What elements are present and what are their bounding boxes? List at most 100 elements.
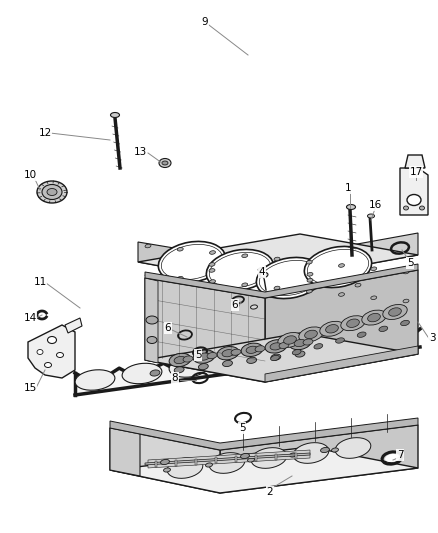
- Text: 5: 5: [239, 423, 245, 433]
- Ellipse shape: [183, 356, 193, 362]
- Ellipse shape: [150, 370, 160, 376]
- Ellipse shape: [209, 251, 215, 254]
- Ellipse shape: [265, 340, 287, 353]
- Ellipse shape: [42, 184, 62, 199]
- Polygon shape: [148, 450, 310, 468]
- Ellipse shape: [247, 357, 257, 364]
- Polygon shape: [145, 333, 418, 382]
- Ellipse shape: [279, 342, 289, 349]
- Ellipse shape: [260, 272, 268, 278]
- Ellipse shape: [335, 438, 371, 458]
- Ellipse shape: [209, 253, 271, 288]
- Text: 8: 8: [172, 373, 178, 383]
- Ellipse shape: [146, 316, 158, 324]
- Ellipse shape: [307, 249, 369, 285]
- Text: 5: 5: [407, 258, 413, 268]
- Polygon shape: [265, 270, 418, 382]
- Text: 1: 1: [345, 183, 351, 193]
- Text: 9: 9: [201, 17, 208, 27]
- Ellipse shape: [159, 158, 171, 167]
- Polygon shape: [145, 278, 265, 382]
- Ellipse shape: [299, 327, 323, 342]
- Ellipse shape: [346, 205, 356, 209]
- Ellipse shape: [339, 293, 344, 296]
- Text: 6: 6: [165, 323, 171, 333]
- Ellipse shape: [420, 206, 424, 210]
- Ellipse shape: [209, 263, 215, 266]
- Ellipse shape: [246, 346, 258, 353]
- Polygon shape: [110, 428, 140, 476]
- Polygon shape: [75, 329, 420, 395]
- Ellipse shape: [240, 454, 250, 458]
- Ellipse shape: [274, 257, 280, 261]
- Text: 11: 11: [33, 277, 46, 287]
- Ellipse shape: [255, 346, 265, 352]
- Ellipse shape: [57, 352, 64, 358]
- Text: 12: 12: [39, 128, 52, 138]
- Polygon shape: [215, 457, 217, 463]
- Ellipse shape: [163, 468, 170, 472]
- Ellipse shape: [174, 357, 186, 364]
- Ellipse shape: [362, 310, 386, 325]
- Polygon shape: [110, 428, 220, 493]
- Ellipse shape: [251, 305, 258, 309]
- Polygon shape: [28, 325, 75, 378]
- Text: 4: 4: [259, 267, 265, 277]
- Ellipse shape: [305, 330, 318, 338]
- Ellipse shape: [314, 344, 323, 349]
- Ellipse shape: [198, 364, 208, 370]
- Ellipse shape: [206, 249, 274, 290]
- Ellipse shape: [371, 296, 377, 300]
- Ellipse shape: [383, 304, 407, 319]
- Ellipse shape: [307, 272, 313, 276]
- Ellipse shape: [145, 244, 151, 248]
- Ellipse shape: [241, 343, 263, 357]
- Ellipse shape: [158, 241, 226, 282]
- Ellipse shape: [147, 336, 157, 343]
- Ellipse shape: [161, 459, 170, 465]
- Ellipse shape: [339, 264, 344, 268]
- Ellipse shape: [332, 448, 339, 452]
- Text: 2: 2: [267, 487, 273, 497]
- Ellipse shape: [325, 325, 339, 333]
- Ellipse shape: [258, 268, 264, 271]
- Text: 5: 5: [194, 350, 201, 360]
- Ellipse shape: [284, 336, 297, 344]
- Polygon shape: [155, 461, 157, 467]
- Ellipse shape: [263, 344, 303, 364]
- Ellipse shape: [177, 247, 183, 251]
- Ellipse shape: [161, 245, 223, 280]
- Polygon shape: [110, 418, 418, 450]
- Ellipse shape: [259, 261, 321, 296]
- Ellipse shape: [270, 343, 282, 350]
- Ellipse shape: [367, 214, 374, 218]
- Polygon shape: [400, 168, 428, 215]
- Ellipse shape: [47, 336, 57, 343]
- Polygon shape: [138, 242, 258, 284]
- Ellipse shape: [403, 299, 409, 303]
- Text: 3: 3: [429, 333, 435, 343]
- Ellipse shape: [403, 270, 409, 274]
- Ellipse shape: [306, 261, 312, 264]
- Polygon shape: [145, 453, 310, 465]
- Ellipse shape: [169, 357, 209, 377]
- Ellipse shape: [222, 350, 234, 357]
- Polygon shape: [295, 453, 297, 458]
- Ellipse shape: [367, 313, 380, 322]
- Ellipse shape: [162, 161, 168, 165]
- Ellipse shape: [271, 356, 279, 361]
- Ellipse shape: [403, 206, 409, 210]
- Ellipse shape: [295, 351, 305, 357]
- Ellipse shape: [207, 352, 217, 359]
- Ellipse shape: [45, 362, 52, 367]
- Ellipse shape: [274, 286, 280, 290]
- Text: 13: 13: [134, 147, 147, 157]
- Ellipse shape: [306, 289, 312, 293]
- Text: 10: 10: [24, 170, 36, 180]
- Ellipse shape: [223, 360, 233, 367]
- Ellipse shape: [37, 181, 67, 203]
- Polygon shape: [275, 454, 277, 460]
- Polygon shape: [175, 460, 177, 466]
- Ellipse shape: [37, 350, 43, 354]
- Text: 6: 6: [232, 300, 238, 310]
